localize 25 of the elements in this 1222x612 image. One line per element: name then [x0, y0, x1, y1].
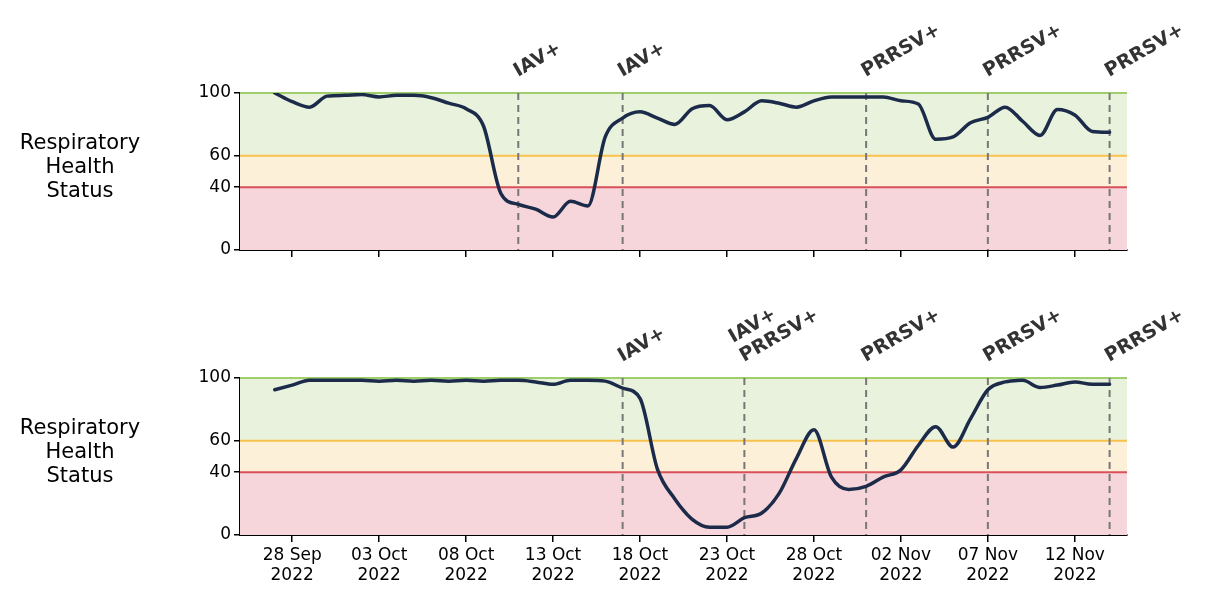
x-tick-label: 28 Sep 2022	[262, 543, 322, 585]
x-tick-label: 03 Oct 2022	[350, 543, 408, 585]
y-tick-label: 0	[220, 238, 231, 259]
x-tick-label: 13 Oct 2022	[524, 543, 582, 585]
y-axis-title: Respiratory Health Status	[18, 414, 142, 487]
y-tick-label: 100	[198, 366, 231, 387]
y-tick-label: 40	[209, 175, 231, 196]
ref-line-label: IAV+	[613, 35, 669, 81]
x-tick-label: 23 Oct 2022	[698, 543, 756, 585]
y-tick-label: 60	[209, 144, 231, 165]
x-tick-label: 12 Nov 2022	[1044, 543, 1105, 585]
y-tick-label: 60	[209, 429, 231, 450]
y-tick-label: 40	[209, 460, 231, 481]
ref-line-label: IAV+	[613, 320, 669, 366]
x-tick-label: 02 Nov 2022	[870, 543, 932, 585]
y-tick-label: 0	[220, 523, 231, 544]
y-tick-label: 100	[198, 81, 231, 102]
x-tick-label: 28 Oct 2022	[785, 543, 843, 585]
x-tick-label: 18 Oct 2022	[611, 543, 669, 585]
y-axis-title: Respiratory Health Status	[18, 129, 142, 202]
ref-line-label: IAV+	[508, 35, 565, 81]
x-tick-label: 08 Oct 2022	[437, 543, 495, 585]
line-series	[273, 378, 1112, 529]
line-series	[273, 93, 1112, 219]
x-tick-label: 07 Nov 2022	[957, 543, 1018, 585]
